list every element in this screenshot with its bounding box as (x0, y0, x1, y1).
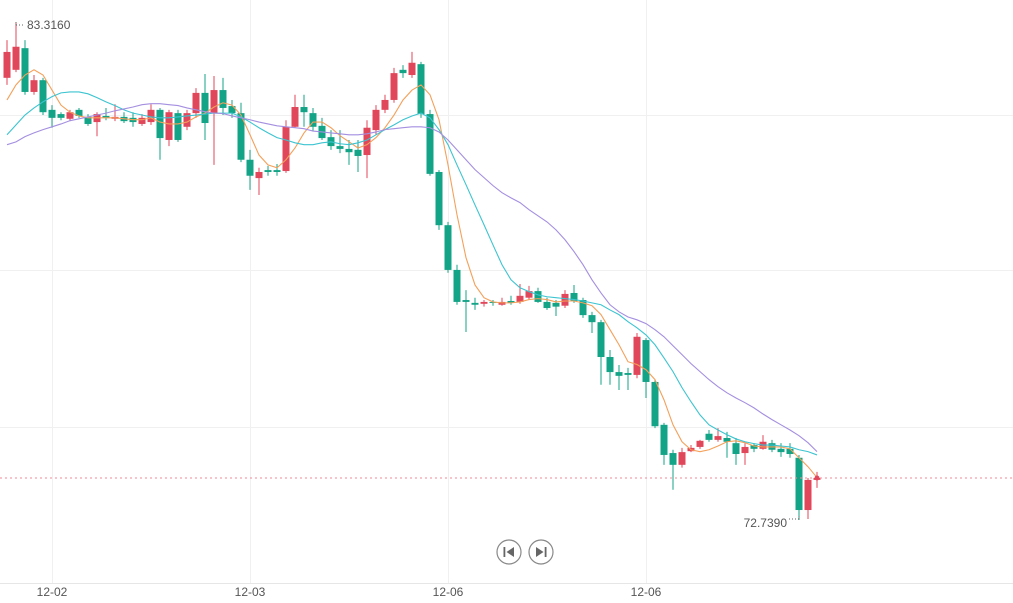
annotation-label: 83.3160 (27, 18, 71, 32)
candle-body (561, 293, 569, 306)
candle-body (471, 302, 479, 305)
candle-body (282, 126, 290, 172)
candle-body (624, 373, 632, 375)
candle-body (309, 113, 317, 127)
candle-body (777, 448, 785, 453)
candle-body (255, 171, 263, 179)
x-tick-label: 12-06 (433, 585, 464, 598)
candle-body (543, 301, 551, 309)
candle-body (786, 448, 794, 454)
candle-body (660, 424, 668, 455)
candle-body (525, 291, 533, 298)
candle-body (165, 112, 173, 140)
candle-body (201, 92, 209, 124)
candle-body (723, 437, 731, 442)
x-tick-label: 12-02 (37, 585, 68, 598)
navigation (496, 539, 554, 565)
candle-body (102, 115, 110, 118)
candle-body (30, 80, 38, 92)
x-tick-label: 12-03 (235, 585, 266, 598)
candle-body (552, 302, 560, 307)
candle-body (354, 149, 362, 156)
candle-body (426, 114, 434, 174)
candle-body (444, 225, 452, 270)
candle-body (21, 48, 29, 92)
candle-body (399, 69, 407, 74)
candle-body (192, 92, 200, 114)
candle-body (795, 457, 803, 511)
candle-body (3, 51, 11, 78)
candle-body (156, 109, 164, 139)
candle-body (66, 112, 74, 119)
candle-body (804, 479, 812, 511)
candle-body (210, 90, 218, 114)
candle-body (732, 443, 740, 454)
candle-body (741, 446, 749, 454)
candle-body (183, 113, 191, 127)
candle-body (516, 295, 524, 302)
candle-body (597, 322, 605, 358)
candle-body (363, 127, 371, 156)
next-button[interactable] (528, 539, 554, 565)
grid (0, 115, 1013, 584)
candle-body (12, 46, 20, 70)
candle-body (588, 315, 596, 323)
moving-average-line (6, 91, 818, 456)
candle-body (435, 171, 443, 226)
prev-button[interactable] (496, 539, 522, 565)
candle-body (273, 170, 281, 172)
annotation-label: 72.7390 (744, 516, 788, 530)
candle-body (57, 114, 65, 118)
candle-body (453, 269, 461, 302)
candle-body (75, 109, 83, 116)
candle-body (678, 452, 686, 465)
candle-body (147, 109, 155, 123)
candle-body (246, 159, 254, 176)
candle-body (300, 107, 308, 113)
candle-body (228, 106, 236, 114)
candle-body (633, 336, 641, 375)
moving-average-line (6, 103, 818, 453)
candle-body (417, 64, 425, 115)
candle-body (138, 117, 146, 124)
candle-body (579, 300, 587, 316)
candle-body (615, 372, 623, 376)
candle-body (372, 109, 380, 131)
candle-body (291, 107, 299, 127)
candle-body (462, 300, 470, 302)
candle-body (264, 170, 272, 172)
candle-body (606, 357, 614, 373)
x-tick-label: 12-06 (631, 585, 662, 598)
candle-body (534, 291, 542, 302)
candle-body (705, 433, 713, 440)
candle-body (84, 116, 92, 124)
candle-body (570, 292, 578, 301)
candle-body (39, 80, 47, 113)
candle-body (651, 381, 659, 427)
candle-body (219, 90, 227, 108)
candle-body (750, 445, 758, 449)
candle-body (642, 340, 650, 382)
candle-body (408, 62, 416, 75)
candle-body (714, 436, 722, 440)
candle-body (48, 109, 56, 118)
candle-body (480, 301, 488, 304)
moving-average-line (6, 69, 818, 478)
candle-body (390, 73, 398, 100)
candle-body (507, 300, 515, 303)
candle-body (696, 440, 704, 447)
candle-body (381, 99, 389, 110)
candle-body (336, 146, 344, 149)
candle-body (345, 148, 353, 153)
candle-body (174, 113, 182, 140)
candle-body (669, 453, 677, 465)
candle-body (237, 113, 245, 160)
last-price-dot (814, 475, 820, 481)
